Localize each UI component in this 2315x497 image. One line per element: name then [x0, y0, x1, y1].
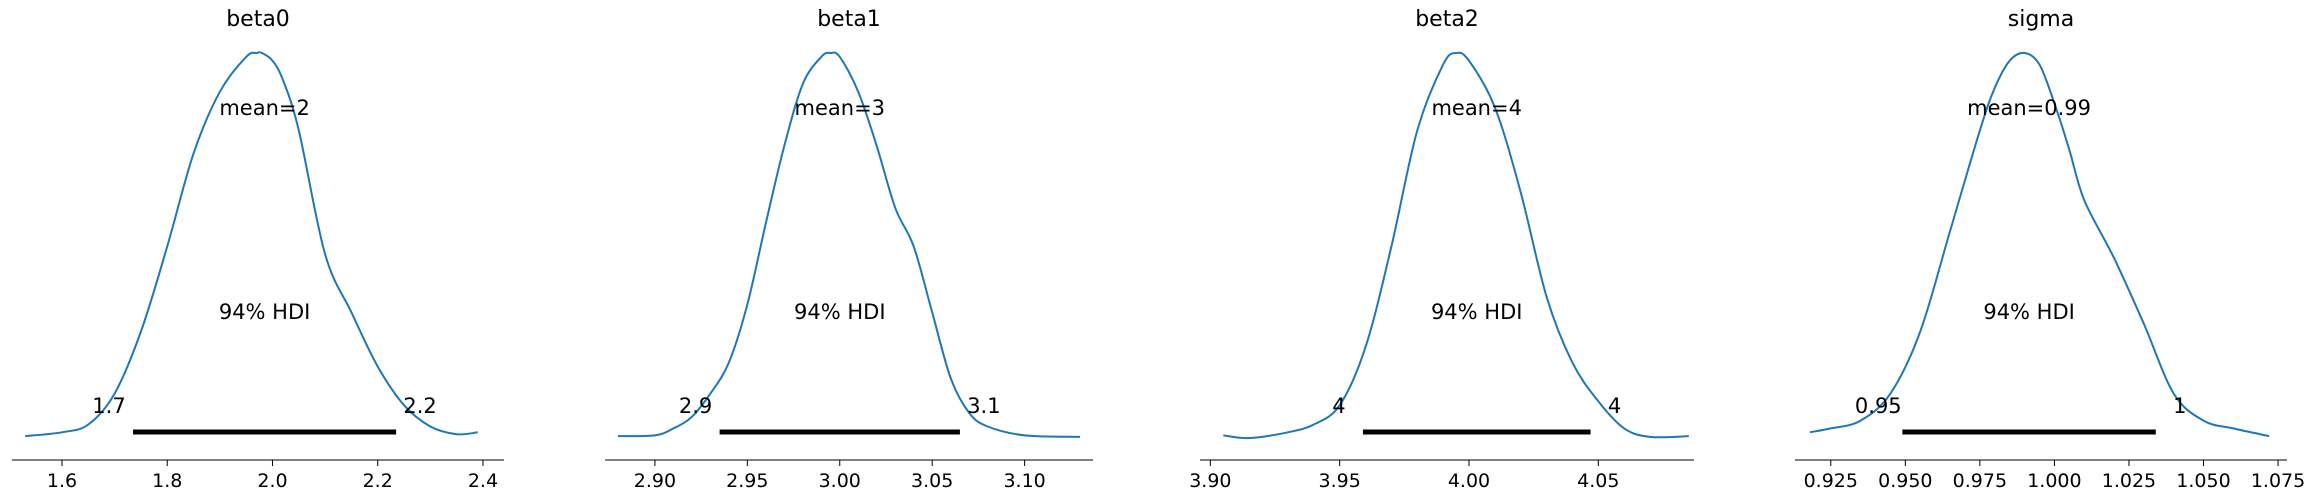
- mean-annotation: mean=3: [795, 96, 886, 120]
- x-tick-label: 2.95: [726, 470, 768, 492]
- x-tick-label: 3.95: [1319, 470, 1361, 492]
- density-curve: [617, 51, 1081, 438]
- hdi-high-label: 1: [2173, 394, 2186, 418]
- x-tick-label: 1.050: [2176, 470, 2230, 492]
- hdi-annotation: 94% HDI: [219, 300, 311, 324]
- panel-beta0: beta0 mean=2 94% HDI 1.7 2.2 1.6 1.8 2.0 2.…: [12, 7, 504, 492]
- x-tick-label: 1.025: [2102, 470, 2156, 492]
- mean-annotation: mean=4: [1431, 96, 1522, 120]
- hdi-low-label: 1.7: [92, 394, 125, 418]
- x-tick-label: 4.05: [1577, 470, 1619, 492]
- x-tick-label: 3.00: [819, 470, 861, 492]
- hdi-annotation: 94% HDI: [1431, 300, 1523, 324]
- panel-title: beta1: [817, 7, 881, 32]
- mean-annotation: mean=2: [219, 96, 310, 120]
- hdi-low-label: 0.95: [1855, 394, 1902, 418]
- panel-beta1: beta1 mean=3 94% HDI 2.9 3.1 2.90 2.95 3.0…: [605, 7, 1093, 492]
- x-tick-label: 3.10: [1003, 470, 1045, 492]
- hdi-low-label: 2.9: [679, 394, 712, 418]
- hdi-high-label: 2.2: [403, 394, 436, 418]
- x-tick-label: 0.950: [1878, 470, 1932, 492]
- x-tick-label: 1.8: [152, 470, 182, 492]
- x-tick-label: 1.000: [2027, 470, 2081, 492]
- x-tick-label: 0.925: [1804, 470, 1858, 492]
- x-tick-label: 2.0: [257, 470, 287, 492]
- panel-title: beta0: [226, 7, 290, 32]
- x-tick-label: 1.075: [2251, 470, 2305, 492]
- x-tick-label: 2.2: [363, 470, 393, 492]
- density-curve: [25, 51, 478, 438]
- panel-beta2: beta2 mean=4 94% HDI 4 4 3.90 3.95 4.00 4.0…: [1189, 7, 1694, 492]
- x-tick-label: 2.4: [468, 470, 498, 492]
- x-tick-label: 3.05: [911, 470, 953, 492]
- panel-sigma: sigma mean=0.99 94% HDI 0.95 1 0.925 0.95…: [1795, 7, 2305, 492]
- x-tick-label: 4.00: [1448, 470, 1490, 492]
- hdi-annotation: 94% HDI: [794, 300, 886, 324]
- density-curve: [1809, 51, 2270, 438]
- x-tick-label: 0.975: [1953, 470, 2007, 492]
- hdi-annotation: 94% HDI: [1983, 300, 2075, 324]
- x-tick-label: 2.90: [634, 470, 676, 492]
- density-curve: [1223, 51, 1689, 440]
- x-tick-label: 1.6: [47, 470, 77, 492]
- hdi-low-label: 4: [1332, 394, 1345, 418]
- mean-annotation: mean=0.99: [1967, 96, 2091, 120]
- hdi-high-label: 3.1: [967, 394, 1000, 418]
- panel-title: sigma: [2008, 7, 2074, 32]
- x-tick-label: 3.90: [1189, 470, 1231, 492]
- hdi-high-label: 4: [1608, 394, 1621, 418]
- panel-title: beta2: [1415, 7, 1479, 32]
